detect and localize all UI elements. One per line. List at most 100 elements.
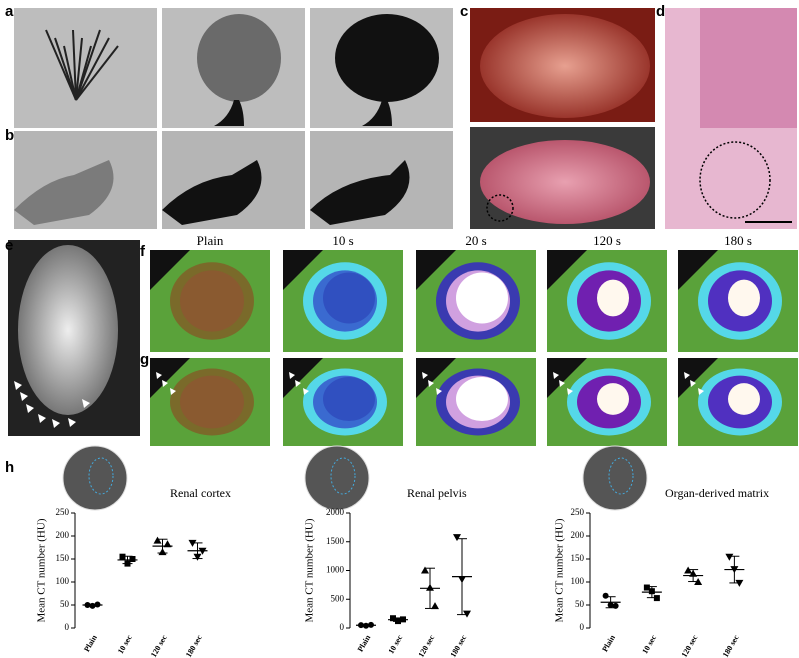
panel-label: e (5, 237, 13, 254)
dotted-roi (486, 194, 514, 222)
vessel (75, 45, 119, 101)
data-point (84, 602, 91, 608)
column-label: Plain (197, 233, 224, 248)
data-point (730, 566, 739, 574)
y-tick-label: 100 (56, 576, 70, 586)
data-point (421, 566, 429, 574)
arrowhead (684, 372, 690, 379)
data-point (607, 602, 614, 608)
ureter (14, 160, 114, 225)
y-tick-label: 0 (580, 622, 585, 632)
data-point (363, 622, 369, 629)
map-core (323, 272, 375, 324)
map-core (456, 377, 508, 421)
x-tick-label: 180 sec (721, 633, 741, 658)
arrowhead (559, 380, 565, 387)
arrowhead (20, 392, 28, 401)
data-point (735, 579, 744, 587)
y-tick-label: 500 (331, 593, 345, 603)
inset-image (582, 445, 648, 511)
arrowhead (690, 380, 696, 387)
data-point (400, 616, 406, 623)
column-label: 10 s (332, 233, 353, 248)
data-point (163, 540, 172, 548)
data-point (395, 618, 401, 625)
map-dark (547, 358, 587, 398)
data-point (431, 602, 439, 610)
arrowhead (422, 372, 428, 379)
x-tick-label: 180 sec (448, 633, 468, 658)
inset-roi (88, 457, 114, 495)
map-core (456, 272, 508, 324)
data-point (94, 601, 101, 608)
map-dark (150, 358, 190, 398)
x-tick-label: Plain (600, 633, 617, 653)
data-point (153, 536, 162, 544)
organ (480, 14, 650, 118)
data-point (426, 583, 434, 591)
map-dark (547, 250, 587, 290)
kidney (197, 14, 281, 102)
data-point (643, 584, 650, 591)
y-tick-label: 250 (56, 507, 70, 517)
chart-title: Organ-derived matrix (665, 486, 769, 500)
map-dark (150, 250, 190, 290)
vessel (75, 37, 110, 101)
x-tick-label: 10 sec (116, 633, 134, 655)
y-tick-label: 2000 (326, 507, 345, 517)
data-point (458, 576, 466, 584)
vessel (63, 45, 77, 101)
inset-image (62, 445, 128, 511)
panel-label: b (5, 127, 14, 144)
data-point (725, 553, 734, 561)
chart-title: Renal pelvis (407, 486, 467, 500)
arrowhead (436, 388, 442, 395)
data-point (129, 556, 136, 562)
y-axis-label: Mean CT number (HU) (36, 518, 48, 622)
arrowhead (698, 388, 704, 395)
arrowhead (26, 404, 34, 413)
y-axis-label: Mean CT number (HU) (304, 518, 316, 622)
x-tick-label: Plain (356, 633, 373, 653)
inset-roi (608, 457, 634, 495)
arrowhead (52, 419, 60, 428)
y-axis-label: Mean CT number (HU) (554, 518, 566, 622)
data-point (368, 621, 374, 628)
panel-label: g (140, 351, 149, 368)
data-point (602, 592, 609, 599)
ureter (310, 160, 410, 225)
panel-label: f (140, 243, 146, 260)
panel-label: h (5, 459, 14, 476)
data-point (124, 560, 131, 567)
y-tick-label: 150 (571, 553, 585, 563)
x-tick-label: 10 sec (386, 633, 404, 655)
arrowhead (428, 380, 434, 387)
map-dark (678, 250, 718, 290)
map-core (190, 377, 242, 421)
map-core (323, 377, 375, 421)
arrowhead (295, 380, 301, 387)
inset-image (304, 445, 370, 511)
x-tick-label: Plain (82, 633, 99, 653)
data-point (463, 610, 471, 618)
x-tick-label: 120 sec (680, 633, 700, 658)
data-point (612, 602, 619, 609)
kidney-photo (480, 140, 650, 224)
data-point (119, 553, 126, 560)
panel-label: c (460, 3, 468, 20)
arrowhead (68, 418, 76, 427)
data-point (694, 578, 703, 585)
map-core (190, 272, 242, 324)
panel-label: d (656, 3, 665, 20)
data-point (648, 588, 655, 595)
y-tick-label: 200 (571, 530, 585, 540)
y-tick-label: 200 (56, 530, 70, 540)
map-dark (283, 250, 323, 290)
data-point (198, 547, 207, 555)
x-tick-label: 10 sec (640, 633, 658, 655)
arrowhead (289, 372, 295, 379)
y-tick-label: 50 (60, 599, 70, 609)
data-point (193, 553, 202, 561)
data-point (89, 602, 96, 609)
y-tick-label: 0 (65, 622, 70, 632)
